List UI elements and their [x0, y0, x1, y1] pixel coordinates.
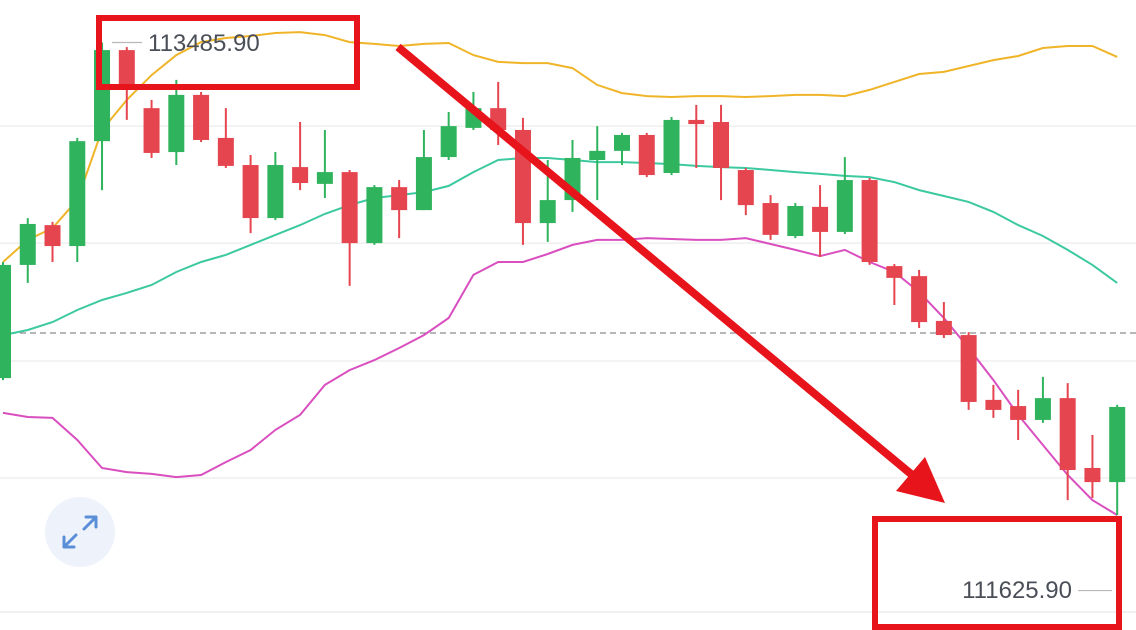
candle-body — [292, 167, 309, 183]
candle-body — [69, 141, 86, 247]
candle-body — [614, 134, 630, 151]
candle-body — [1034, 398, 1051, 420]
candle-body — [415, 157, 432, 211]
band-line — [2, 31, 1118, 263]
bollinger-bands — [2, 31, 1118, 516]
candle-body — [836, 180, 853, 232]
candle-body — [812, 206, 829, 232]
candle-body — [0, 264, 11, 379]
candle-body — [1010, 406, 1027, 420]
trend-arrow-head — [896, 457, 945, 503]
candle-body — [663, 119, 680, 173]
candle-body — [391, 187, 408, 211]
candle-body — [316, 172, 333, 184]
candle-body — [911, 276, 928, 323]
highlight-box-max — [96, 15, 360, 90]
candle-body — [341, 172, 358, 244]
candle-body — [589, 150, 606, 161]
candle-body — [118, 50, 135, 89]
candle-body — [886, 266, 903, 278]
candle-body — [267, 165, 284, 219]
candle-body — [193, 94, 210, 140]
candle-body — [787, 205, 804, 237]
candle-body — [737, 170, 754, 206]
band-line — [2, 157, 1118, 337]
candle-body — [440, 126, 457, 158]
candle-body — [366, 187, 383, 244]
extreme-labels: 113485.90 111625.90 — [112, 30, 1112, 604]
candle-body — [539, 200, 556, 224]
candle-body — [935, 320, 952, 336]
candle-body — [960, 335, 977, 402]
candle-body — [19, 223, 36, 265]
expand-icon — [62, 515, 98, 549]
candle-body — [1109, 406, 1126, 483]
candle-body — [1084, 467, 1101, 483]
candle-body — [44, 225, 61, 247]
grid — [0, 125, 1136, 479]
candle-body — [217, 137, 234, 166]
band-line — [2, 237, 1118, 516]
expand-button-bg[interactable] — [45, 497, 115, 567]
candle-body — [861, 180, 878, 262]
candle-body — [1059, 398, 1076, 471]
annotations — [96, 15, 1122, 630]
candle-body — [242, 165, 259, 219]
highlight-box-min — [872, 516, 1122, 630]
max-price-label: 113485.90 — [148, 30, 260, 57]
candle-body — [688, 119, 705, 125]
candle-body — [143, 108, 160, 153]
min-price-label: 111625.90 — [962, 577, 1072, 604]
trend-arrow-shaft — [395, 43, 914, 478]
candle-body — [638, 134, 655, 176]
candle-body — [168, 94, 185, 153]
candle-body — [762, 203, 779, 235]
candles — [0, 42, 1126, 516]
candle-body — [713, 122, 730, 168]
expand-button[interactable] — [45, 497, 115, 567]
candle-body — [985, 399, 1002, 410]
